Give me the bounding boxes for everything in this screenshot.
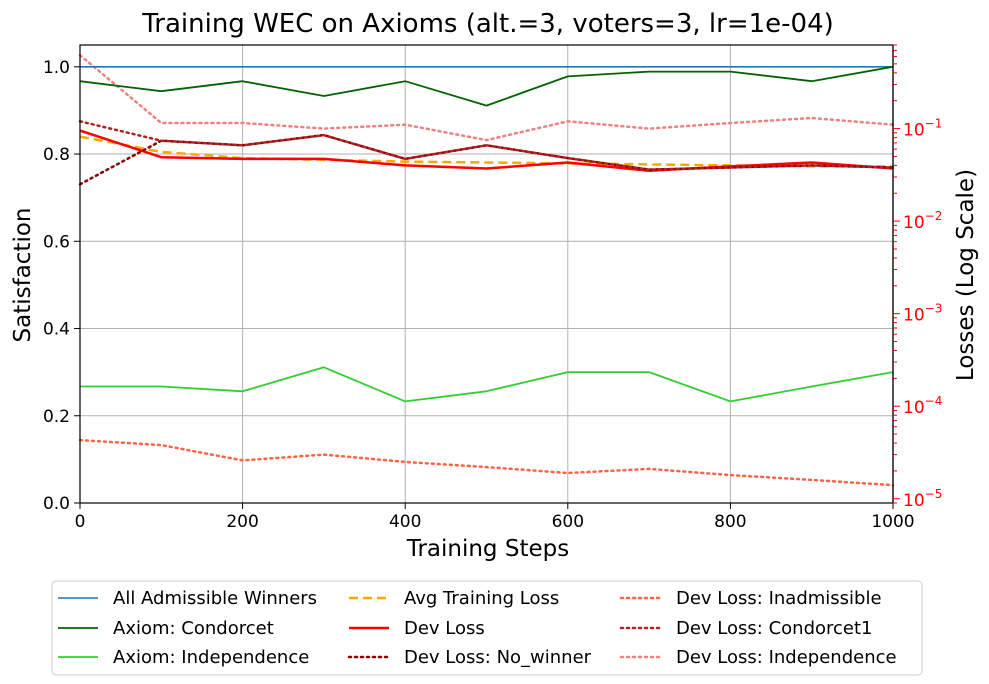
y2-tick-base: 10 xyxy=(903,491,925,511)
y-tick-label: 0.4 xyxy=(43,320,70,340)
x-tick-label: 1000 xyxy=(871,512,914,532)
x-tick-label: 800 xyxy=(714,512,746,532)
y2-tick-label: 10−1 xyxy=(903,117,942,141)
legend-label: All Admissible Winners xyxy=(113,588,317,609)
y2-tick-base: 10 xyxy=(903,398,925,418)
y-tick-label: 0.8 xyxy=(43,145,70,165)
series-line-dev-loss-independence xyxy=(78,53,895,142)
legend-label: Axiom: Condorcet xyxy=(113,618,274,639)
x-axis: 0 200 400 600 800 1000 xyxy=(75,503,915,532)
x-tick-label: 0 xyxy=(75,512,86,532)
y-axis-left: 0.0 0.2 0.4 0.6 0.8 1.0 xyxy=(43,58,80,514)
x-tick-label: 600 xyxy=(552,512,584,532)
series-line-axiom-independence xyxy=(80,366,894,403)
y2-tick-base: 10 xyxy=(903,306,925,326)
legend-label: Avg Training Loss xyxy=(404,588,559,609)
y-axis-label: Satisfaction xyxy=(10,208,36,343)
y-axis-right: 10−510−410−310−210−1 xyxy=(892,44,942,511)
legend: All Admissible Winners Axiom: Condorcet Ax… xyxy=(51,580,923,676)
legend-label: Dev Loss: No_winner xyxy=(404,647,592,668)
series-line-dev-loss-inadmissible xyxy=(78,438,895,487)
y2-tick-exponent: −2 xyxy=(925,209,943,223)
y2-axis-label: Losses (Log Scale) xyxy=(953,169,979,381)
y2-tick-label: 10−4 xyxy=(903,394,942,418)
legend-label: Dev Loss xyxy=(404,618,485,639)
y-tick-label: 0.0 xyxy=(43,494,70,514)
series-lines xyxy=(78,53,895,487)
legend-label: Dev Loss: Condorcet1 xyxy=(676,618,873,639)
x-tick-label: 400 xyxy=(389,512,421,532)
y2-tick-label: 10−5 xyxy=(903,487,942,511)
legend-label: Dev Loss: Independence xyxy=(676,647,897,668)
legend-label: Axiom: Independence xyxy=(113,647,309,668)
y2-tick-label: 10−2 xyxy=(903,209,942,233)
y-tick-label: 0.2 xyxy=(43,407,70,427)
y2-tick-base: 10 xyxy=(903,121,925,141)
y2-tick-base: 10 xyxy=(903,213,925,233)
y2-tick-exponent: −1 xyxy=(925,117,943,131)
x-tick-label: 200 xyxy=(226,512,258,532)
y2-tick-exponent: −5 xyxy=(925,487,943,501)
legend-label: Dev Loss: Inadmissible xyxy=(676,588,882,609)
y2-tick-exponent: −4 xyxy=(925,394,943,408)
y-tick-label: 1.0 xyxy=(43,58,70,78)
legend-box xyxy=(51,580,923,676)
series-line-axiom-condorcet xyxy=(79,65,894,107)
y2-tick-label: 10−3 xyxy=(903,302,942,326)
chart-title: Training WEC on Axioms (alt.=3, voters=3… xyxy=(141,9,834,39)
y2-tick-exponent: −3 xyxy=(925,302,943,316)
series-line-dev-loss xyxy=(79,129,894,173)
x-axis-label: Training Steps xyxy=(406,536,569,562)
y-tick-label: 0.6 xyxy=(43,232,70,252)
series-line-dev-loss-condorcet1 xyxy=(78,120,895,171)
